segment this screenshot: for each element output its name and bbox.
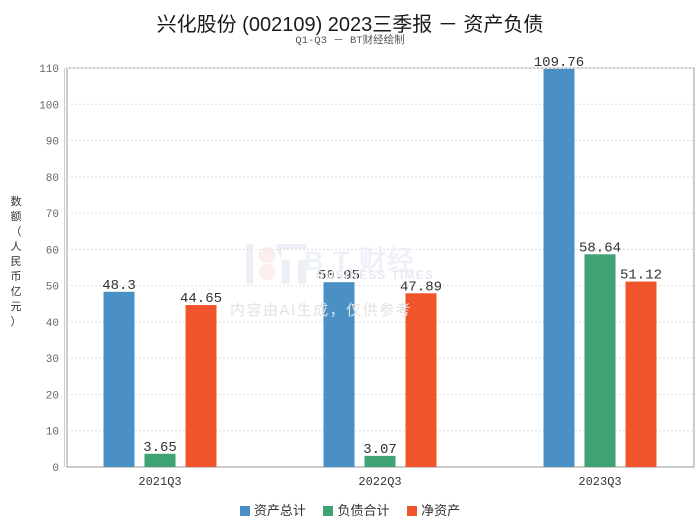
svg-text:2022Q3: 2022Q3 — [358, 475, 401, 489]
svg-text:90: 90 — [46, 137, 59, 149]
svg-text:3.65: 3.65 — [143, 440, 177, 456]
svg-text:3.07: 3.07 — [363, 442, 397, 458]
svg-text:58.64: 58.64 — [579, 240, 621, 256]
svg-text:20: 20 — [46, 390, 59, 402]
svg-text:0: 0 — [52, 463, 59, 475]
svg-text:30: 30 — [46, 354, 59, 366]
svg-text:110: 110 — [39, 64, 59, 76]
svg-text:48.3: 48.3 — [102, 278, 136, 294]
svg-text:70: 70 — [46, 209, 59, 221]
svg-text:51.12: 51.12 — [620, 268, 662, 284]
svg-text:100: 100 — [39, 100, 59, 112]
svg-text:109.76: 109.76 — [534, 55, 584, 71]
svg-text:44.65: 44.65 — [180, 291, 222, 307]
svg-text:40: 40 — [46, 318, 59, 330]
svg-text:80: 80 — [46, 173, 59, 185]
svg-text:60: 60 — [46, 245, 59, 257]
svg-text:10: 10 — [46, 427, 59, 439]
svg-text:50: 50 — [46, 282, 59, 294]
svg-text:2023Q3: 2023Q3 — [578, 475, 621, 489]
svg-text:2021Q3: 2021Q3 — [138, 475, 181, 489]
